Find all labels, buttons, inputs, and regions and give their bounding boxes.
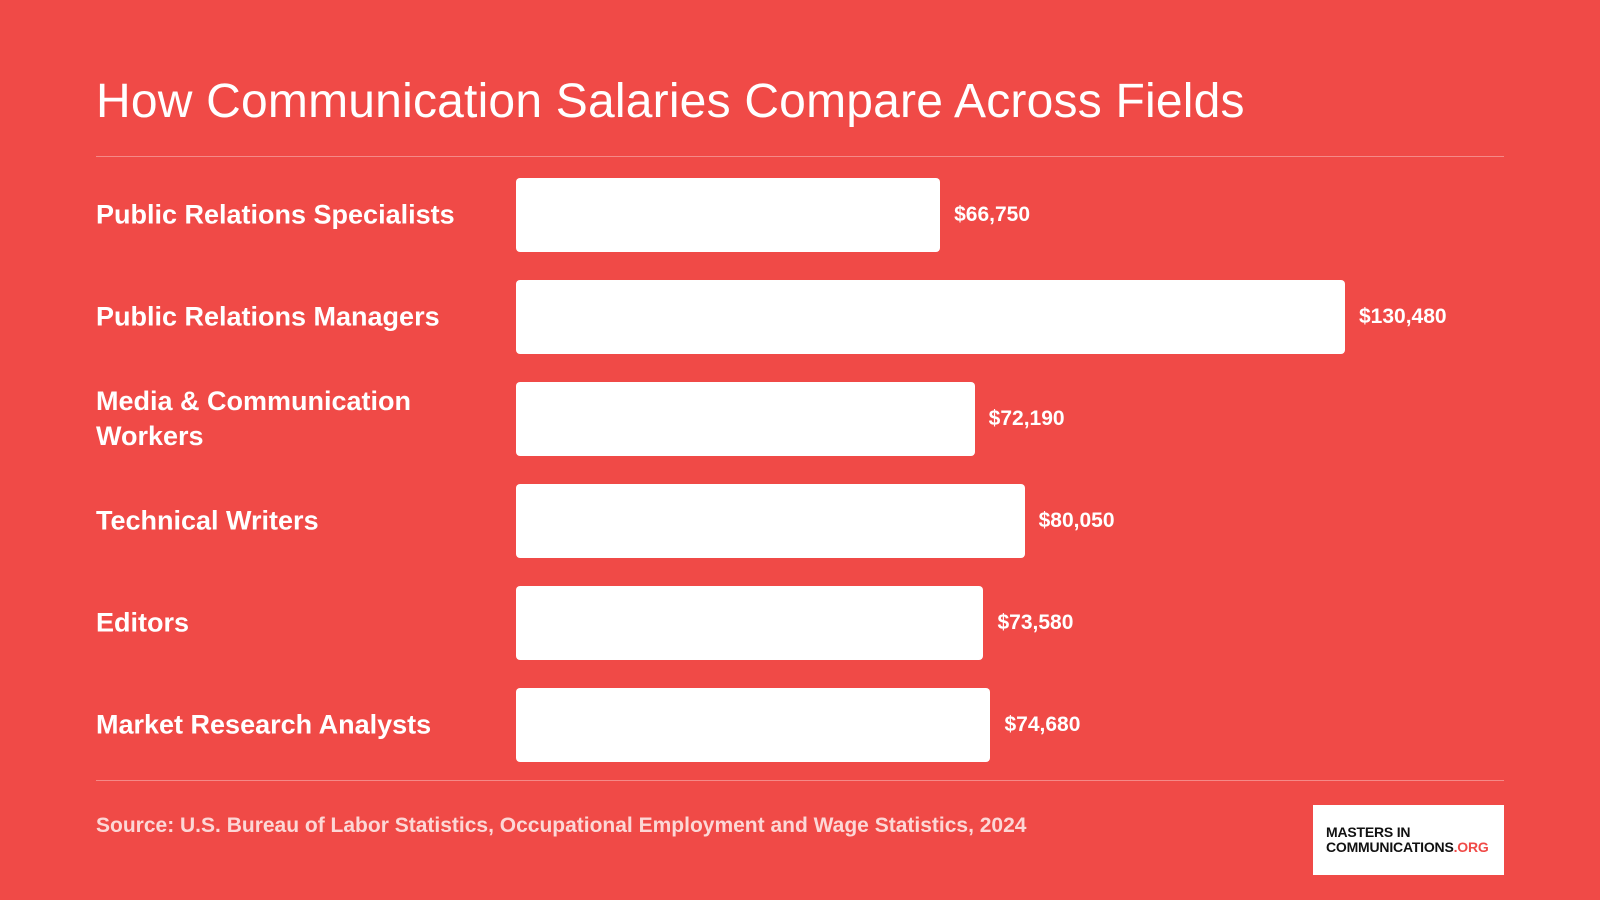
value-label: $74,680 — [1004, 713, 1081, 736]
category-label: Market Research Analysts — [96, 709, 432, 740]
logo-suffix: .ORG — [1453, 839, 1489, 855]
bar-row: Public Relations Managers $130,480 — [0, 280, 1600, 354]
value-label: $66,750 — [954, 203, 1031, 226]
category-label: Media & Communication Workers — [96, 386, 412, 451]
category-label: Editors — [96, 607, 190, 638]
chart-title: How Communication Salaries Compare Acros… — [96, 75, 1245, 128]
value-label: $72,190 — [988, 407, 1065, 430]
bar — [516, 280, 1345, 354]
bottom-divider — [96, 780, 1504, 781]
logo-line-1: MASTERS IN — [1326, 824, 1411, 840]
bar-row: Market Research Analysts $74,680 — [0, 688, 1600, 762]
top-divider — [96, 156, 1504, 157]
logo-line-2: COMMUNICATIONS.ORG — [1326, 840, 1504, 855]
bar-row: Editors $73,580 — [0, 586, 1600, 660]
bar-row: Public Relations Specialists $66,750 — [0, 178, 1600, 252]
value-label: $80,050 — [1038, 509, 1115, 532]
category-label: Public Relations Specialists — [96, 199, 455, 230]
bar — [516, 688, 991, 762]
bar-row: Media & Communication Workers $72,190 — [0, 382, 1600, 456]
bar — [516, 586, 984, 660]
bar — [516, 178, 941, 252]
bar — [516, 484, 1025, 558]
source-note: Source: U.S. Bureau of Labor Statistics,… — [96, 814, 1027, 837]
masters-in-communications-logo: MASTERS IN COMMUNICATIONS.ORG — [1313, 805, 1504, 875]
bar — [516, 382, 975, 456]
category-label: Technical Writers — [96, 505, 319, 536]
value-label: $73,580 — [997, 611, 1074, 634]
category-label: Public Relations Managers — [96, 301, 440, 332]
value-label: $130,480 — [1359, 305, 1447, 328]
bar-row: Technical Writers $80,050 — [0, 484, 1600, 558]
logo-word: COMMUNICATIONS — [1326, 839, 1454, 855]
